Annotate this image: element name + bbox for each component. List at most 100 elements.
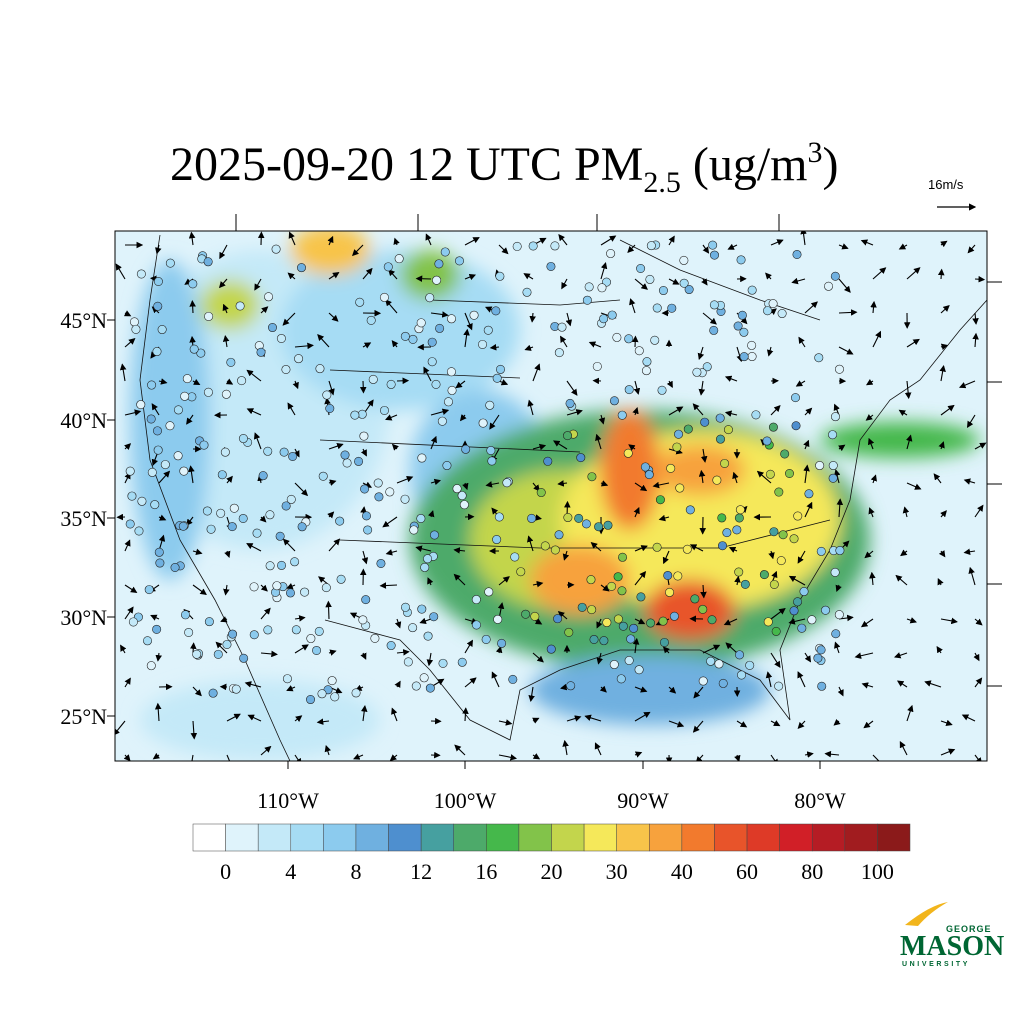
wind-vector [804, 407, 813, 416]
wind-vector [804, 751, 814, 758]
wind-vector [634, 570, 647, 586]
station [789, 534, 799, 544]
wind-vector [362, 481, 373, 488]
station [765, 469, 775, 479]
wind-vector [244, 681, 262, 688]
wind-vector [958, 380, 976, 389]
station [279, 447, 289, 457]
station [350, 410, 360, 420]
wind-vector [940, 748, 956, 756]
wind-vector [389, 754, 398, 761]
station [434, 259, 444, 269]
colorbar-box [192, 823, 226, 852]
station [618, 552, 628, 562]
wind-vector [253, 432, 262, 450]
wind-vector [723, 618, 738, 626]
station [237, 376, 247, 386]
station [780, 449, 790, 459]
wind-vector [124, 338, 136, 348]
wind-vector [662, 646, 670, 654]
station [128, 617, 138, 627]
map-frame [114, 230, 988, 762]
station [146, 661, 156, 671]
station [423, 631, 433, 641]
wind-vector [732, 471, 739, 484]
wind-vector [838, 309, 858, 316]
station [125, 466, 135, 476]
station [282, 674, 292, 684]
wind-vector [628, 444, 636, 451]
wind-vector [327, 235, 334, 246]
wind-vector [938, 441, 945, 450]
station [416, 513, 426, 523]
wind-vector [464, 237, 480, 246]
wind-vector [158, 378, 168, 385]
wind-vector [328, 380, 335, 396]
station [587, 605, 597, 615]
station [543, 456, 553, 466]
station [312, 645, 322, 655]
station [715, 413, 725, 423]
station [409, 525, 419, 535]
lon-label: 110°W [257, 788, 319, 813]
station [768, 299, 778, 309]
wind-vector [836, 498, 844, 518]
station [702, 362, 712, 372]
colorbar-label: 30 [606, 859, 628, 884]
station [379, 292, 389, 302]
station [386, 379, 396, 389]
wind-vector [192, 686, 202, 697]
station [361, 595, 371, 605]
wind-vector [324, 744, 331, 756]
wind-vector [186, 414, 194, 425]
station [807, 615, 817, 625]
station [355, 297, 365, 307]
wind-vector [158, 470, 171, 484]
station [153, 277, 163, 287]
wind-vector [328, 649, 337, 656]
station [830, 412, 840, 422]
station [623, 448, 633, 458]
wind-vector [595, 433, 602, 450]
station [769, 579, 779, 589]
wind-vector [557, 480, 568, 487]
wind-vector [394, 680, 401, 688]
wind-vector [124, 539, 131, 552]
station [275, 531, 285, 541]
wind-vector [895, 574, 908, 586]
station [799, 587, 809, 597]
station [720, 458, 730, 468]
wind-vector [788, 575, 806, 586]
colorbar-box [486, 823, 520, 852]
station [153, 301, 163, 311]
wind-vector [328, 538, 341, 552]
station [835, 546, 845, 556]
wind-vector [426, 652, 434, 667]
colorbar-box [257, 823, 292, 852]
wind-vector [872, 754, 886, 761]
station [213, 649, 223, 659]
station [665, 587, 675, 597]
station [636, 592, 646, 602]
colorbar-label: 12 [410, 859, 432, 884]
station [828, 473, 838, 483]
station [485, 400, 495, 410]
station [495, 271, 505, 281]
station [416, 318, 426, 328]
lon-label: 100°W [434, 788, 497, 813]
wind-vector [906, 482, 922, 490]
wind-vector [423, 366, 432, 382]
station [612, 332, 622, 342]
wind-vector [725, 642, 738, 654]
wind-vector [286, 583, 296, 590]
wind-vector [396, 649, 410, 656]
wind-vector [584, 714, 602, 722]
wind-vector [294, 754, 302, 761]
wind-vector [151, 403, 160, 416]
wind-vector [158, 514, 167, 521]
station [173, 451, 183, 461]
wind-vector [963, 478, 976, 485]
wind-vector [362, 267, 373, 280]
station [469, 310, 479, 320]
wind-vector [770, 405, 781, 416]
